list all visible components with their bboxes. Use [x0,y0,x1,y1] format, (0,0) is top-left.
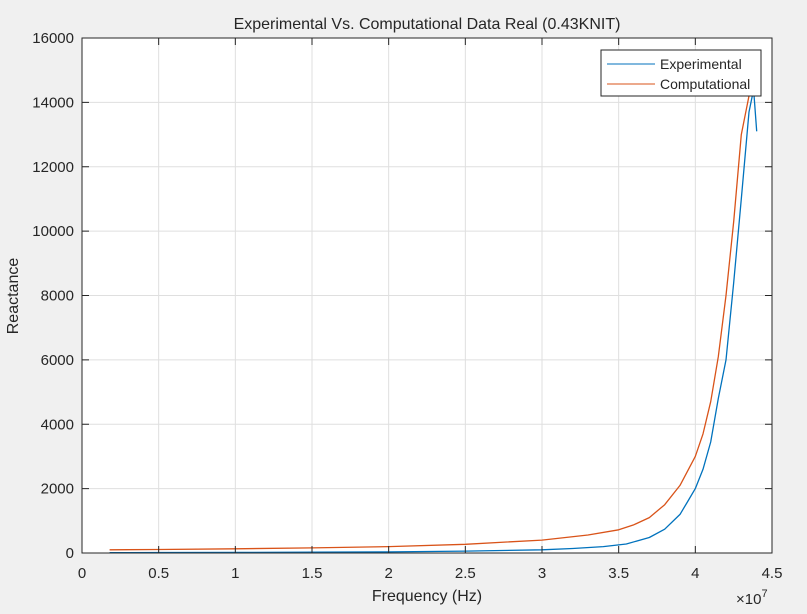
series-line-computational [109,86,753,551]
chart-title: Experimental Vs. Computational Data Real… [234,16,621,33]
y-tick-label: 12000 [32,159,74,176]
x-tick-label: 3 [538,565,546,582]
x-tick-label: 4.5 [762,565,783,582]
ticks: 0 0.5 1 1.5 2 2.5 3 3.5 4 4.5 0 2000 4000 6000 8000 100… [32,30,782,582]
x-tick-label: 3.5 [608,565,629,582]
y-tick-label: 14000 [32,94,74,111]
plot-lines [109,86,758,554]
legend-box [600,49,762,97]
x-tick-label: 2.5 [455,565,476,582]
x-exponent-base: ×10 [736,591,761,608]
x-axis-label: Frequency (Hz) [372,588,482,605]
x-tick-label: 4 [691,565,699,582]
x-exponent-label: ×107 [736,588,768,608]
legend-label-experimental: Experimental [660,56,742,72]
x-tick-label: 1 [231,565,239,582]
legend: Experimental Computational [600,49,762,97]
y-tick-label: 2000 [41,481,74,498]
x-tick-label: 2 [384,565,392,582]
y-axis-label: Reactance [5,258,22,335]
series-line-experimental [109,88,758,554]
y-tick-label: 16000 [32,30,74,47]
x-exponent-power: 7 [761,588,767,600]
y-tick-label: 8000 [41,288,74,305]
x-tick-label: 0.5 [148,565,169,582]
y-tick-label: 0 [66,545,74,562]
x-tick-label: 1.5 [302,565,323,582]
legend-label-computational: Computational [660,76,750,92]
y-tick-label: 10000 [32,223,74,240]
y-tick-label: 6000 [41,352,74,369]
x-tick-label: 0 [78,565,86,582]
y-tick-label: 4000 [41,416,74,433]
